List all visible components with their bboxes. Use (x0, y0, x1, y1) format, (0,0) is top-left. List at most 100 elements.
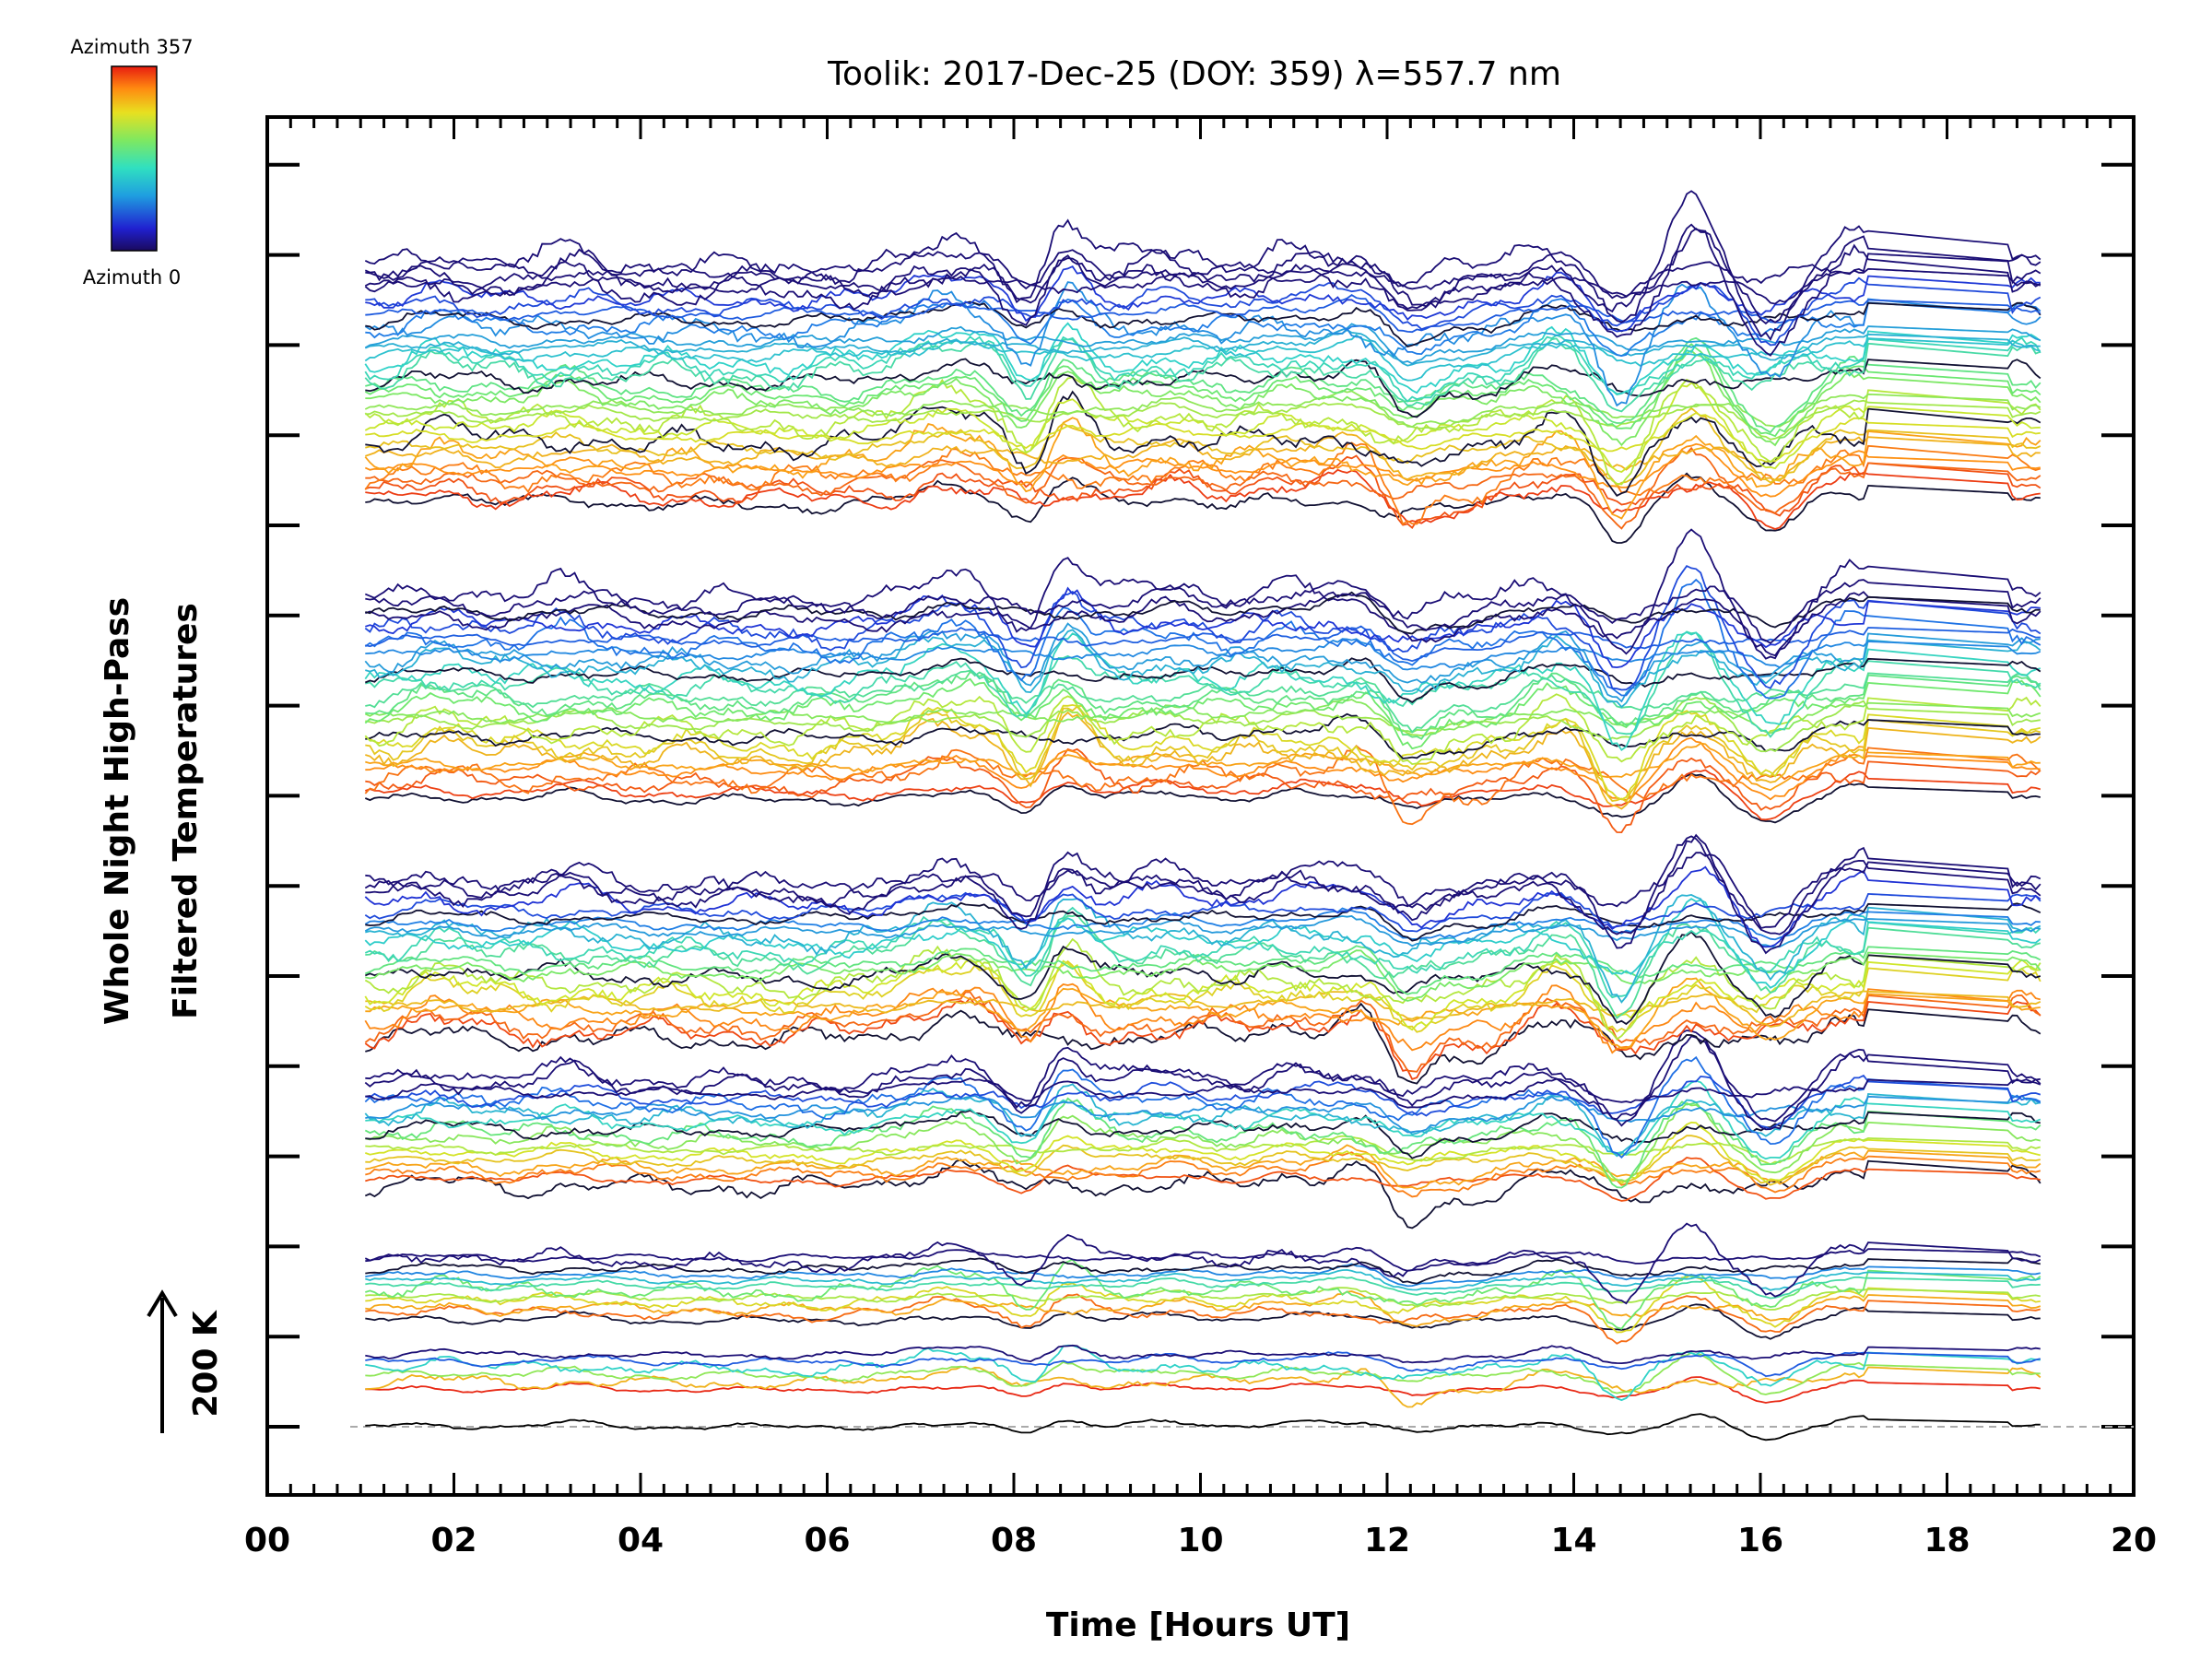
trace-line (365, 1246, 2041, 1272)
trace-line (364, 328, 2041, 367)
chart-title: Toolik: 2017-Dec-25 (DOY: 359) λ=557.7 n… (827, 55, 1561, 93)
trace-line (364, 227, 2041, 342)
colorbar-gradient (111, 65, 158, 252)
y-axis-label-line1: Whole Night High-Pass (99, 597, 136, 1025)
trace-line (365, 591, 2041, 635)
trace-line (364, 442, 2041, 498)
x-tick-label: 18 (1924, 1522, 1970, 1559)
trace-line (365, 1077, 2041, 1109)
trace-line (365, 472, 2041, 544)
trace-line (364, 382, 2041, 473)
trace-line (365, 1121, 2041, 1185)
colorbar: Azimuth 357 Azimuth 0 (70, 36, 193, 288)
trace-line (365, 294, 2041, 334)
x-ticks: 00 02 04 06 08 10 12 14 16 18 20 (244, 117, 2157, 1559)
trace-line (365, 977, 2041, 1050)
trace-line (365, 390, 2041, 497)
trace-line (364, 343, 2041, 438)
x-tick-label: 06 (804, 1522, 850, 1559)
trace-line (364, 376, 2041, 486)
trace-line (365, 468, 2041, 530)
trace-line (365, 411, 2041, 463)
trace-line (365, 1079, 2041, 1160)
trace-line (364, 622, 2041, 703)
trace-line (364, 937, 2041, 1041)
trace-line (365, 591, 2041, 660)
trace-line (365, 276, 2041, 347)
trace-line (364, 772, 2041, 824)
trace-line (365, 1290, 2041, 1327)
x-tick-label: 00 (244, 1522, 290, 1559)
trace-line (365, 349, 2041, 447)
trace-line (364, 677, 2041, 750)
trace-line (365, 1151, 2041, 1198)
trace-line (365, 736, 2041, 801)
trace-line (365, 1276, 2041, 1300)
colorbar-top-label: Azimuth 357 (70, 36, 193, 58)
y-ticks (267, 162, 2134, 1429)
scale-label: 200 K (187, 1310, 225, 1418)
trace-line (365, 1135, 2041, 1166)
trace-line (365, 579, 2041, 644)
trace-line (365, 430, 2041, 481)
y-axis-label-line2: Filtered Temperatures (167, 603, 205, 1019)
trace-line (365, 1258, 2041, 1330)
traces (364, 190, 2041, 1441)
trace-line (365, 697, 2041, 753)
trace-line (365, 1351, 2041, 1395)
trace-line (364, 389, 2041, 429)
trace-line (365, 846, 2041, 930)
trace-line (365, 670, 2041, 740)
trace-line (364, 417, 2041, 520)
x-tick-label: 16 (1737, 1522, 1783, 1559)
trace-line (365, 703, 2041, 801)
trace-line (364, 578, 2041, 700)
trace-line (364, 263, 2041, 311)
trace-line (364, 281, 2041, 407)
trace-line (365, 1074, 2041, 1130)
trace-line (364, 1222, 2041, 1305)
trace-line (364, 334, 2041, 382)
trace-line (365, 1257, 2041, 1285)
x-tick-label: 10 (1177, 1522, 1223, 1559)
trace-line (365, 833, 2041, 955)
x-tick-label: 12 (1364, 1522, 1410, 1559)
trace-line (364, 1097, 2041, 1189)
trace-line (365, 1273, 2041, 1334)
trace-line (365, 399, 2041, 441)
trace-line (364, 835, 2041, 949)
trace-line (365, 454, 2041, 529)
trace-line (364, 223, 2041, 357)
trace-line (365, 265, 2041, 333)
trace-line (364, 564, 2041, 691)
trace-line (364, 337, 2041, 413)
trace-line (365, 712, 2041, 759)
trace-line (365, 1263, 2041, 1288)
trace-line (365, 742, 2041, 792)
trace-line (365, 630, 2041, 738)
trace-line (365, 1303, 2041, 1340)
trace-line (364, 693, 2041, 766)
trace-line (364, 528, 2041, 657)
trace-line (365, 989, 2041, 1029)
trace-line (364, 906, 2041, 999)
trace-line (364, 996, 2041, 1081)
x-tick-label: 02 (430, 1522, 477, 1559)
trace-line (365, 747, 2041, 834)
trace-line (365, 249, 2041, 300)
trace-line (365, 1135, 2041, 1186)
trace-line (365, 1376, 2041, 1404)
trace-line (365, 769, 2041, 821)
scale-arrow-head (147, 1289, 178, 1318)
trace-line (364, 1055, 2041, 1159)
trace-line (365, 1351, 2041, 1378)
trace-line (365, 1344, 2041, 1402)
trace-line (364, 959, 2041, 1031)
trace-line (365, 893, 2041, 1004)
x-tick-label: 04 (618, 1522, 664, 1559)
trace-line (365, 336, 2041, 434)
trace-line (364, 631, 2041, 751)
colorbar-bottom-label: Azimuth 0 (83, 266, 182, 288)
trace-line (365, 629, 2041, 709)
